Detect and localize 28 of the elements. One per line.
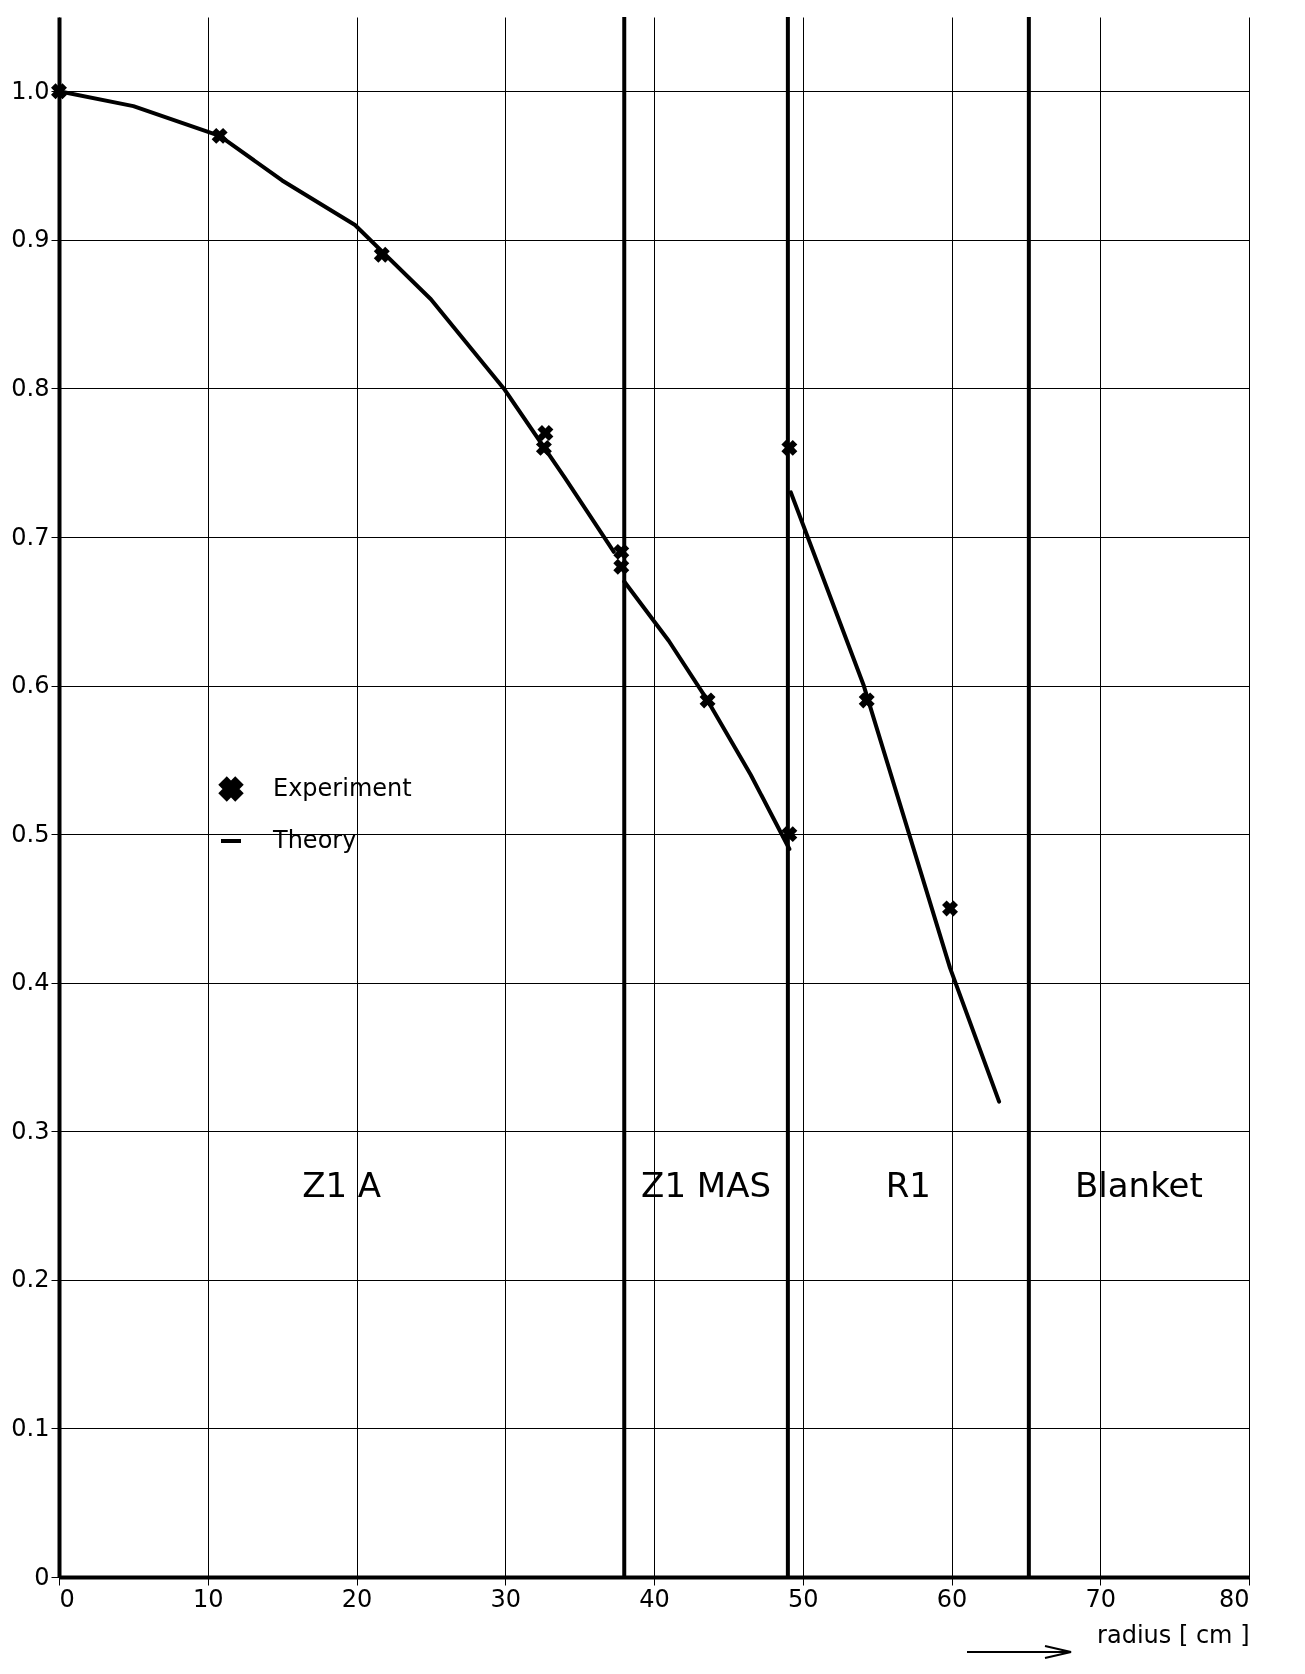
annotation: R1 [885,1165,931,1205]
point [781,439,798,456]
y-tick-label: 0.9 [11,225,50,254]
x-tick-label: 20 [341,1584,373,1613]
y-tick-label: 0.8 [11,373,50,402]
y-tick-label: 0.1 [11,1413,50,1442]
x-tick-label: 50 [787,1584,819,1613]
point [942,900,958,917]
x-tick-label: 70 [1085,1584,1117,1613]
y-tick-label: 0.2 [11,1265,50,1294]
x-tick-label: 30 [490,1584,522,1613]
y-tick-label: 0 [34,1562,50,1591]
point [613,558,630,575]
x-tick-label: 40 [639,1584,670,1613]
y-tick-label: 0.6 [11,671,50,700]
x-tick-label: 0 [59,1584,75,1613]
y-tick-label: 0.4 [11,968,50,997]
annotation: Z1 A [302,1165,382,1205]
point [613,543,630,560]
x-axis-title: radius [ cm ] [1097,1620,1250,1649]
point [537,425,554,441]
y-tick-label: 0.7 [11,522,50,551]
y-tick-label: 1.0 [11,76,50,105]
x-tick-label: 80 [1218,1584,1250,1613]
y-tick-label: 0.5 [11,819,50,848]
y-tick-label: 0.3 [11,1116,50,1145]
x-tick-label: 10 [192,1584,224,1613]
x-tick-label: 60 [936,1584,968,1613]
